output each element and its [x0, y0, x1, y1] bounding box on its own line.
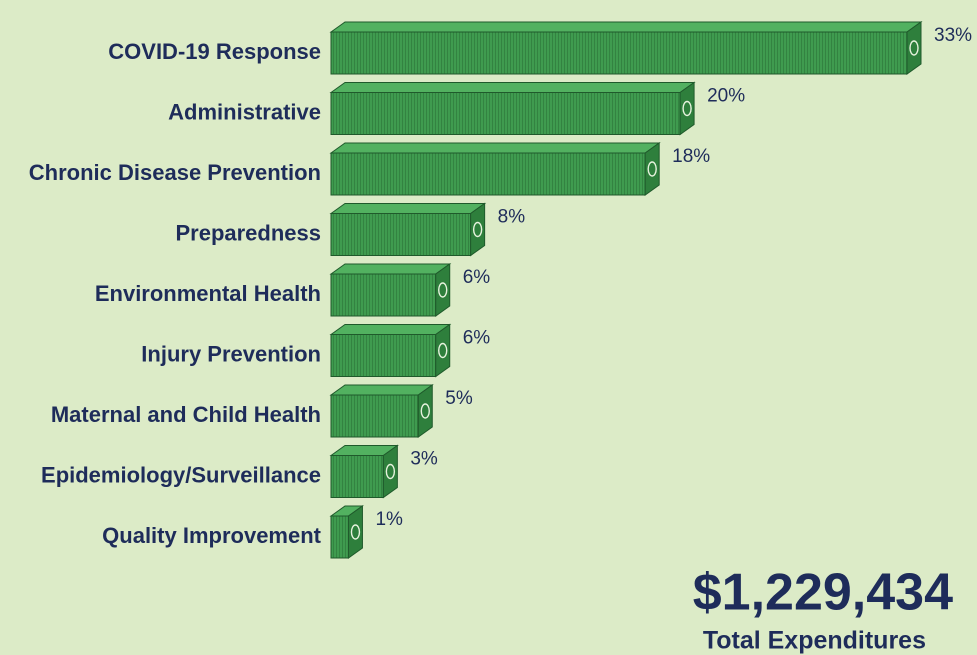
- stack-side: [906, 21, 922, 75]
- bill-seal: [385, 463, 396, 480]
- category-label: Preparedness: [175, 220, 321, 245]
- stack-top: [329, 384, 434, 396]
- value-label: 33%: [934, 25, 972, 46]
- money-stack: [329, 263, 452, 317]
- bar: [330, 273, 437, 317]
- total-label: Total Expenditures: [703, 627, 926, 655]
- bill-seal: [647, 161, 657, 177]
- bar: [330, 394, 419, 438]
- stack-side: [347, 505, 363, 559]
- bar: [330, 92, 681, 135]
- value-label: 1%: [375, 509, 403, 530]
- money-stack: [329, 142, 661, 196]
- bar: [330, 455, 384, 498]
- bill-seal: [438, 282, 448, 298]
- category-label: Administrative: [168, 99, 321, 124]
- stack-top: [329, 263, 452, 275]
- stack-side: [382, 444, 398, 499]
- money-stack: [329, 202, 487, 257]
- value-label: 6%: [463, 267, 491, 288]
- category-label: Maternal and Child Health: [51, 402, 321, 427]
- category-label: Epidemiology/Surveillance: [41, 462, 321, 487]
- stack-side: [435, 323, 451, 378]
- stack-side: [417, 384, 433, 438]
- total-amount: $1,229,434: [693, 564, 953, 622]
- money-stack: [329, 21, 923, 75]
- bill-seal: [682, 100, 692, 117]
- bar: [330, 334, 437, 377]
- stack-side: [470, 202, 486, 257]
- bill-seal: [420, 403, 430, 419]
- bill-seal: [909, 40, 919, 56]
- value-label: 20%: [707, 86, 745, 107]
- money-stack: [329, 384, 434, 438]
- category-label: Chronic Disease Prevention: [29, 160, 321, 185]
- bar: [330, 152, 646, 196]
- category-label: COVID-19 Response: [108, 39, 321, 64]
- stack-top: [329, 21, 923, 33]
- value-label: 6%: [463, 328, 491, 349]
- bar: [330, 213, 472, 256]
- category-label: Environmental Health: [95, 281, 321, 306]
- value-label: 5%: [445, 388, 473, 409]
- stack-top: [329, 324, 452, 335]
- bar: [330, 515, 349, 559]
- stack-top: [329, 82, 696, 93]
- money-stack: [329, 81, 696, 136]
- money-stack: [329, 505, 365, 559]
- money-stack: [329, 444, 399, 499]
- value-label: 8%: [498, 207, 526, 228]
- value-label: 18%: [672, 146, 710, 167]
- bar: [330, 31, 908, 75]
- bill-seal: [472, 221, 483, 238]
- bill-seal: [438, 342, 448, 359]
- stack-top: [329, 203, 487, 214]
- category-label: Injury Prevention: [141, 341, 321, 366]
- stack-side: [435, 263, 451, 317]
- stack-side: [679, 81, 695, 136]
- stack-side: [644, 142, 660, 196]
- stack-top: [329, 142, 661, 154]
- money-stack: [329, 323, 452, 378]
- bill-seal: [350, 524, 361, 540]
- category-label: Quality Improvement: [102, 523, 322, 548]
- value-label: 3%: [410, 449, 438, 470]
